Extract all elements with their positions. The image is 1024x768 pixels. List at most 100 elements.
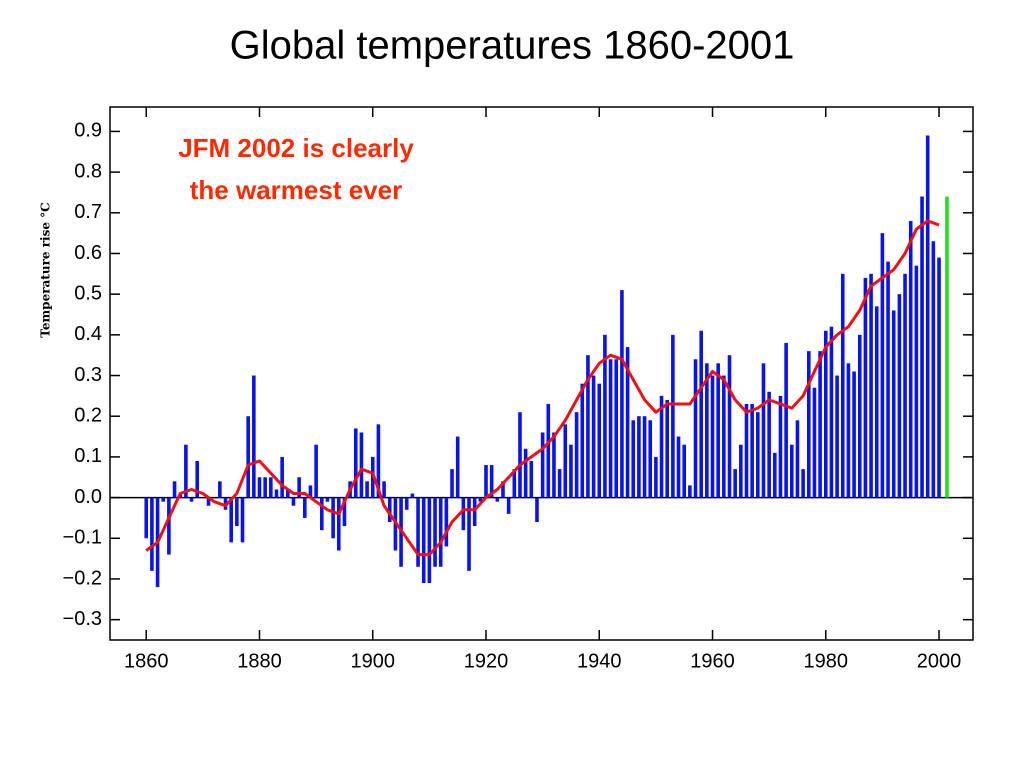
bar: [144, 497, 149, 539]
bar: [506, 497, 511, 514]
y-tick-label: 0.3: [74, 364, 102, 386]
y-tick-label: 0.0: [74, 486, 102, 508]
y-tick-label: 0.4: [74, 323, 102, 345]
bar: [880, 233, 885, 498]
bar: [620, 290, 624, 498]
bar: [795, 420, 800, 498]
x-tick-label: 1920: [464, 650, 509, 672]
x-tick-label: 2000: [917, 650, 962, 672]
bar: [818, 351, 822, 498]
bar: [914, 265, 919, 498]
bar: [569, 444, 573, 498]
bar: [597, 383, 602, 498]
bar: [529, 460, 534, 498]
bar: [269, 477, 273, 498]
bar: [484, 465, 488, 498]
bar: [308, 485, 313, 498]
bar: [263, 477, 267, 498]
bar: [937, 257, 941, 498]
bar: [897, 294, 902, 498]
bar: [852, 371, 856, 498]
bar: [319, 497, 324, 531]
bar: [280, 456, 284, 498]
bar: [552, 432, 556, 498]
bar: [478, 497, 483, 502]
bar: [314, 444, 318, 498]
bar: [353, 428, 358, 498]
bar: [603, 334, 607, 498]
bar: [727, 355, 732, 498]
bar: [908, 220, 913, 498]
bar: [342, 497, 347, 527]
bar: [863, 277, 868, 498]
bar: [189, 497, 194, 502]
bar: [773, 452, 777, 498]
bar: [642, 416, 647, 498]
y-tick-label: 0.5: [74, 282, 102, 304]
bar: [688, 485, 692, 498]
bar: [648, 420, 653, 498]
bar: [608, 359, 613, 498]
bar: [857, 334, 862, 498]
bar: [365, 481, 369, 498]
bar: [450, 469, 454, 498]
bar: [710, 375, 715, 498]
bar: [489, 465, 494, 498]
bar: [733, 469, 737, 498]
bar: [150, 497, 154, 571]
bar: [195, 460, 200, 498]
bar: [699, 330, 703, 498]
y-tick-label: −0.2: [63, 567, 102, 589]
bar: [518, 412, 522, 498]
bar: [869, 273, 873, 498]
bar: [382, 481, 386, 498]
bar: [161, 497, 166, 502]
bar: [761, 363, 766, 498]
bar: [540, 432, 545, 498]
x-tick-label: 1880: [237, 650, 282, 672]
y-tick-label: 0.8: [74, 160, 102, 182]
y-tick-label: 0.9: [74, 120, 102, 142]
bar: [331, 497, 335, 539]
bar: [671, 334, 675, 498]
annotation: the warmest ever: [190, 175, 402, 205]
bar: [297, 477, 301, 498]
bar: [246, 416, 250, 498]
bar: [257, 477, 262, 498]
bar: [625, 347, 630, 498]
bar: [945, 196, 949, 498]
y-axis-label: Temperature rise °C: [39, 202, 53, 337]
bar: [421, 497, 426, 584]
bar: [874, 306, 879, 498]
plot-frame: [109, 106, 974, 641]
y-tick-label: 0.7: [74, 201, 102, 223]
bar: [472, 497, 477, 527]
bar: [580, 383, 585, 498]
y-tick-label: 0.6: [74, 242, 102, 264]
bar: [240, 497, 245, 543]
bar: [665, 399, 670, 498]
bar: [574, 412, 579, 498]
bar: [376, 424, 381, 498]
bar: [546, 404, 551, 498]
bar: [654, 456, 658, 498]
bar: [801, 469, 805, 498]
bar: [637, 416, 641, 498]
smoothed-line: [145, 219, 940, 557]
bar: [778, 395, 783, 498]
bar: [359, 432, 364, 498]
bar: [444, 497, 449, 547]
bar: [823, 330, 828, 498]
annotation: JFM 2002 is clearly: [178, 133, 414, 163]
x-tick-label: 1980: [804, 650, 849, 672]
bar: [806, 351, 811, 498]
bar: [756, 412, 760, 498]
bar: [840, 273, 845, 498]
bar: [172, 481, 177, 498]
bar: [229, 497, 233, 543]
y-tick-label: −0.3: [63, 608, 102, 630]
x-tick-label: 1960: [690, 650, 735, 672]
bar: [835, 375, 839, 498]
